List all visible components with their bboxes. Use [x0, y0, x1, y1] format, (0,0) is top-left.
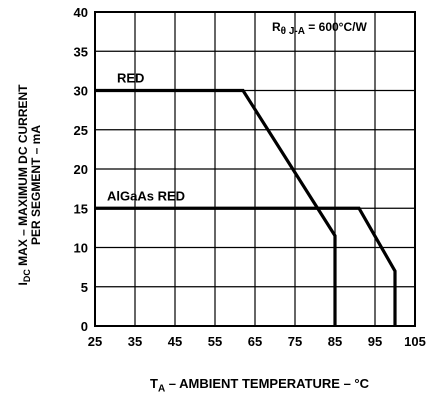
y-tick-label: 15 — [74, 201, 88, 216]
thermal-resistance-annotation: Rθ J-A = 600°C/W — [272, 20, 367, 37]
series-label-1: RED — [117, 71, 144, 86]
x-tick-label: 35 — [128, 334, 142, 349]
y-axis-title: IDC MAX – MAXIMUM DC CURRENT PER SEGMENT… — [16, 84, 43, 286]
y-axis-title-line1: PER SEGMENT – mA — [29, 125, 43, 245]
y-tick-label: 25 — [74, 123, 88, 138]
x-tick-label: 45 — [168, 334, 182, 349]
x-axis-title: TA – AMBIENT TEMPERATURE – °C — [150, 376, 370, 395]
y-tick-label: 0 — [81, 319, 88, 334]
y-tick-label: 40 — [74, 5, 88, 20]
series-line-1 — [95, 88, 337, 326]
x-tick-label: 95 — [368, 334, 382, 349]
series-line-2 — [95, 206, 397, 326]
x-tick-label: 85 — [328, 334, 342, 349]
grid-lines — [94, 11, 416, 327]
x-tick-label: 105 — [404, 334, 426, 349]
x-tick-label: 65 — [248, 334, 262, 349]
series-label-2: AlGaAs RED — [107, 188, 185, 203]
x-tick-label: 25 — [88, 334, 102, 349]
y-tick-label: 30 — [74, 84, 88, 99]
x-tick-label: 75 — [288, 334, 302, 349]
y-tick-label: 35 — [74, 44, 88, 59]
axis-tick-labels: 25 35 45 55 65 75 85 95 105 0 5 10 15 20 25 30 35 40 — [74, 5, 426, 349]
x-tick-label: 55 — [208, 334, 222, 349]
series-labels: RED AlGaAs RED — [107, 71, 185, 204]
svg-text:IDC MAX – MAXIMUM DC CURRENT: IDC MAX – MAXIMUM DC CURRENT — [16, 84, 32, 286]
series-lines — [95, 88, 397, 326]
y-axis-title-line2: IDC MAX – MAXIMUM DC CURRENT — [16, 84, 32, 286]
y-tick-label: 10 — [74, 241, 88, 256]
y-tick-label: 20 — [74, 162, 88, 177]
y-tick-label: 5 — [81, 280, 88, 295]
plot-frame — [94, 11, 416, 327]
